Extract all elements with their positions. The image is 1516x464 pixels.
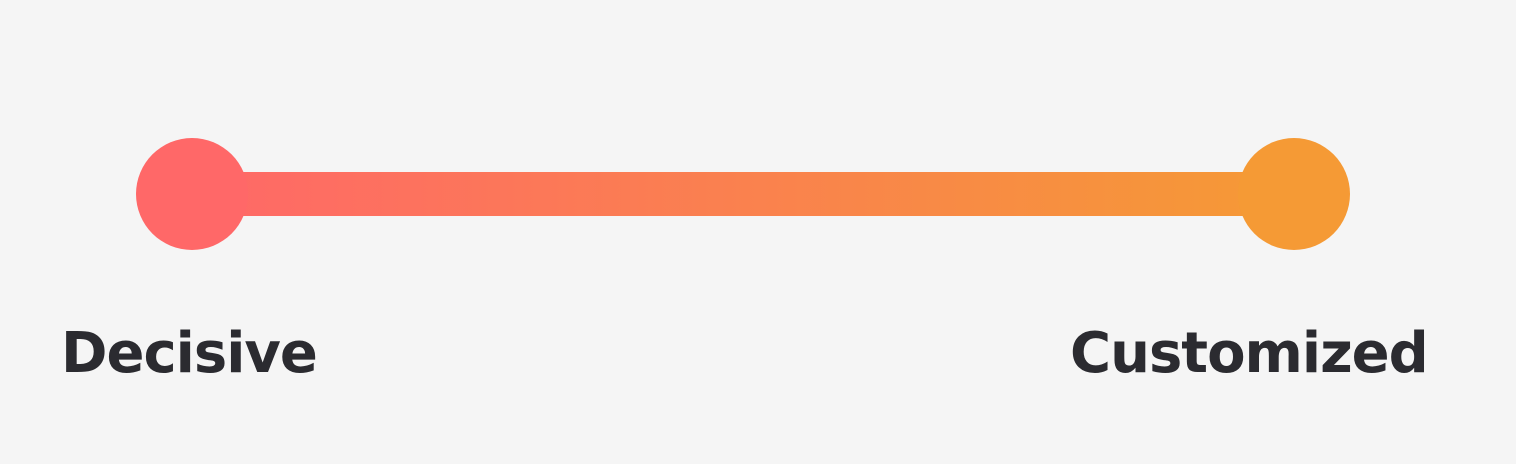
spectrum-end-node: [1238, 138, 1350, 250]
spectrum-start-label: Decisive: [61, 321, 318, 386]
spectrum-end-label: Customized: [1070, 321, 1429, 386]
spectrum-gradient-line: [192, 172, 1294, 216]
spectrum-start-node: [136, 138, 248, 250]
